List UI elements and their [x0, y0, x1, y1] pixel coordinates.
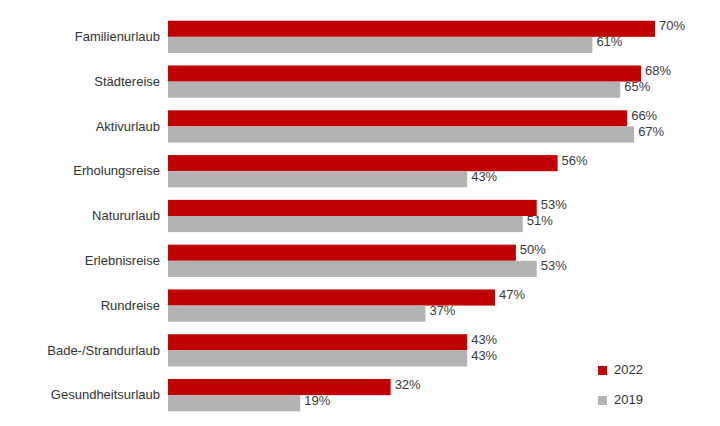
- tick: Gesundheitsurlaub: [51, 387, 160, 402]
- data-label: 70%: [659, 18, 685, 33]
- data-label: 43%: [471, 332, 497, 347]
- data-label: 53%: [541, 258, 567, 273]
- tick-label: Erlebnisreise: [85, 253, 160, 268]
- tick-label: Erholungsreise: [73, 163, 160, 178]
- tick: Erholungsreise: [73, 163, 160, 178]
- bar: [168, 261, 537, 277]
- bar: [168, 171, 467, 187]
- bars: [168, 21, 655, 412]
- legend-swatch: [598, 396, 607, 405]
- data-label: 50%: [520, 242, 546, 257]
- data-label: 67%: [638, 124, 664, 139]
- tick: Städtereise: [94, 74, 160, 89]
- chart: 70%68%66%56%53%50%47%43%32%61%65%67%43%5…: [0, 0, 720, 426]
- tick: Familienurlaub: [75, 29, 160, 44]
- bar: [168, 334, 467, 350]
- tick-label: Familienurlaub: [75, 29, 160, 44]
- data-label: 19%: [304, 393, 330, 408]
- bar: [168, 37, 592, 53]
- tick-label: Aktivurlaub: [96, 119, 160, 134]
- data-label: 37%: [429, 303, 455, 318]
- data-label: 43%: [471, 169, 497, 184]
- legend-label: 2019: [614, 392, 643, 407]
- tick-label: Rundreise: [101, 298, 160, 313]
- tick: Bade-/Strandurlaub: [47, 343, 160, 358]
- data-label: 53%: [541, 197, 567, 212]
- data-label: 43%: [471, 348, 497, 363]
- tick: Rundreise: [101, 298, 160, 313]
- bar: [168, 126, 634, 142]
- category-axis: Familienurlaub Städtereise Aktivurlaub Erho…: [47, 29, 160, 402]
- bar: [168, 306, 425, 322]
- data-label: 51%: [527, 213, 553, 228]
- data-label: 32%: [395, 377, 421, 392]
- tick: Natururlaub: [92, 208, 160, 223]
- data-label: 61%: [596, 34, 622, 49]
- tick-label: Gesundheitsurlaub: [51, 387, 160, 402]
- tick: Aktivurlaub: [96, 119, 160, 134]
- bar: [168, 110, 627, 126]
- bar: [168, 245, 516, 261]
- data-label: 47%: [499, 287, 525, 302]
- tick-label: Städtereise: [94, 74, 160, 89]
- data-labels: 70%68%66%56%53%50%47%43%32%61%65%67%43%5…: [304, 18, 685, 407]
- bar: [168, 21, 655, 37]
- bar: [168, 395, 300, 411]
- data-label: 56%: [562, 153, 588, 168]
- bar: [168, 350, 467, 366]
- tick-label: Bade-/Strandurlaub: [47, 343, 160, 358]
- bar: [168, 216, 523, 232]
- legend-swatch: [598, 366, 607, 375]
- bar: [168, 82, 620, 98]
- bar: [168, 66, 641, 82]
- tick: Erlebnisreise: [85, 253, 160, 268]
- data-label: 66%: [631, 108, 657, 123]
- bar: [168, 155, 558, 171]
- bar: [168, 379, 391, 395]
- tick-label: Natururlaub: [92, 208, 160, 223]
- bar: [168, 200, 537, 216]
- legend-label: 2022: [614, 362, 643, 377]
- data-label: 68%: [645, 63, 671, 78]
- data-label: 65%: [624, 79, 650, 94]
- legend: 2022 2019: [598, 362, 643, 407]
